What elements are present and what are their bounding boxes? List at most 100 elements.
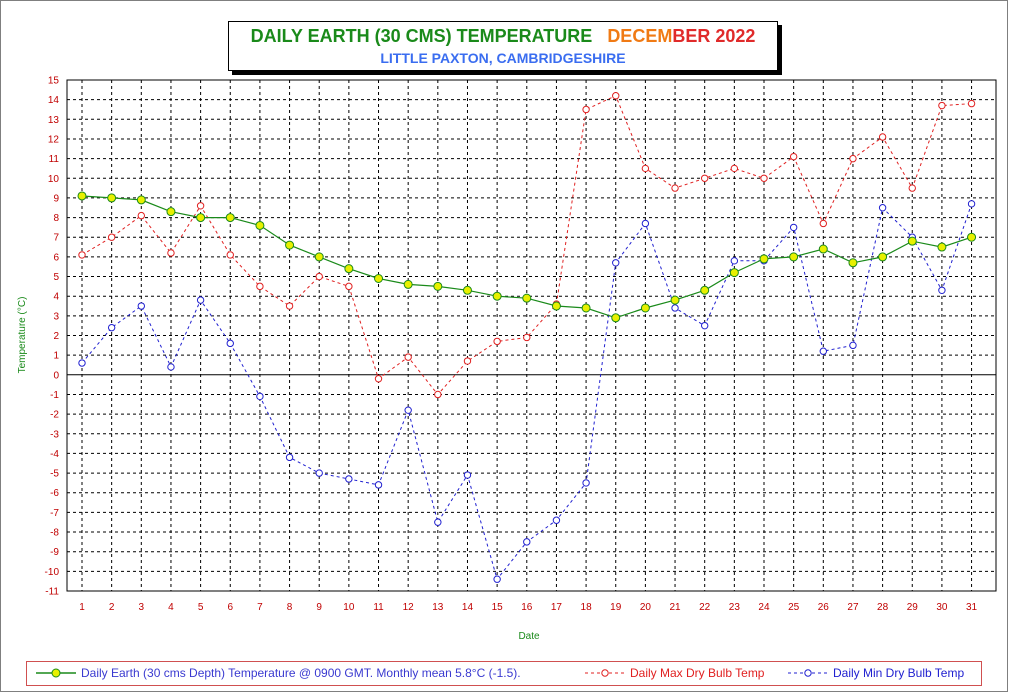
y-tick-label: -3 [50, 429, 59, 440]
legend-swatch-earth [36, 668, 76, 678]
data-point-max [226, 251, 234, 259]
y-tick-label: 10 [48, 174, 60, 185]
data-point-earth [581, 303, 591, 313]
legend-label-max: Daily Max Dry Bulb Temp [630, 666, 765, 680]
data-point-min [552, 516, 561, 524]
data-point-max [78, 251, 86, 259]
legend: Daily Earth (30 cms Depth) Temperature @… [26, 661, 982, 686]
data-point-min [315, 469, 323, 477]
y-tick-label: -11 [45, 587, 59, 598]
y-tick-label: -1 [50, 390, 59, 401]
y-tick-label: 2 [53, 331, 59, 342]
data-point-earth [611, 313, 621, 323]
data-point-earth [848, 258, 858, 268]
x-tick-label: 11 [373, 602, 384, 613]
data-point-max [463, 357, 472, 365]
data-point-earth [314, 252, 324, 262]
x-tick-label: 12 [403, 602, 415, 613]
x-tick-label: 30 [936, 602, 948, 613]
data-point-earth [77, 191, 87, 201]
data-point-min [137, 302, 146, 310]
data-point-earth [907, 236, 917, 246]
legend-swatch-min [788, 669, 828, 677]
y-tick-label: -7 [50, 508, 59, 519]
data-point-min [849, 341, 857, 350]
data-point-min [641, 219, 650, 228]
data-point-earth [285, 240, 295, 250]
data-point-earth [551, 301, 561, 311]
data-point-max [434, 390, 442, 399]
x-tick-label: 1 [79, 602, 85, 613]
data-point-earth [878, 252, 888, 262]
y-tick-label: 15 [48, 76, 60, 87]
data-point-earth [136, 195, 146, 205]
x-tick-label: 26 [818, 602, 830, 613]
data-point-earth [107, 193, 117, 203]
x-tick-label: 8 [287, 602, 293, 613]
y-tick-label: -2 [50, 410, 59, 421]
data-point-max [789, 152, 798, 161]
data-point-min [730, 257, 739, 265]
data-point-earth [344, 264, 354, 274]
data-point-earth [374, 274, 384, 284]
x-tick-label: 28 [877, 602, 889, 613]
data-point-min [78, 359, 86, 367]
data-point-min [167, 363, 175, 371]
y-tick-label: 7 [53, 233, 59, 244]
y-tick-label: 11 [49, 154, 60, 165]
y-tick-label: 1 [53, 351, 59, 362]
data-point-max [493, 337, 501, 346]
data-point-max [256, 282, 264, 291]
y-axis-label: Temperature (°C) [17, 297, 28, 374]
grid [67, 80, 996, 591]
data-point-max [374, 375, 383, 383]
data-point-max [878, 133, 887, 141]
data-point-min [789, 223, 798, 232]
x-tick-label: 4 [168, 602, 174, 613]
x-tick-label: 31 [966, 602, 978, 613]
y-tick-label: -10 [45, 567, 60, 578]
data-point-earth [789, 252, 799, 262]
x-tick-label: 15 [492, 602, 504, 613]
data-point-earth [670, 295, 680, 305]
y-tick-label: 9 [53, 193, 59, 204]
y-tick-label: 0 [53, 370, 59, 381]
plot-border [66, 79, 997, 592]
data-point-min [523, 538, 531, 546]
data-point-earth [492, 291, 502, 301]
data-point-earth [462, 285, 472, 295]
data-point-min [612, 259, 620, 267]
data-point-min [434, 518, 442, 526]
data-point-earth [225, 213, 235, 223]
x-tick-label: 9 [316, 602, 322, 613]
x-tick-label: 19 [610, 602, 622, 613]
data-point-max [404, 353, 412, 361]
y-tick-label: 3 [53, 311, 59, 322]
x-tick-label: 5 [198, 602, 204, 613]
legend-label-earth: Daily Earth (30 cms Depth) Temperature @… [81, 666, 521, 680]
data-point-max [137, 211, 146, 220]
x-tick-label: 14 [462, 602, 474, 613]
data-point-max [641, 164, 650, 173]
data-point-max [523, 333, 531, 342]
series-layer [77, 92, 977, 583]
y-tick-label: 14 [48, 95, 60, 106]
data-point-max [700, 174, 709, 182]
data-point-min [345, 475, 353, 483]
y-tick-label: 12 [48, 134, 60, 145]
x-tick-label: 16 [521, 602, 533, 613]
x-tick-label: 6 [227, 602, 233, 613]
data-point-min [374, 481, 383, 489]
title-box: DAILY EARTH (30 CMS) TEMPERATURE DECEMBE… [228, 21, 778, 71]
x-tick-label: 3 [139, 602, 145, 613]
data-point-earth [403, 279, 413, 289]
x-tick-label: 29 [907, 602, 919, 613]
data-point-min [196, 296, 205, 304]
data-point-max [345, 282, 353, 291]
y-tick-label: 4 [53, 292, 59, 303]
data-point-min [463, 471, 472, 479]
y-tick-label: -9 [50, 547, 59, 558]
data-point-earth [522, 293, 532, 303]
